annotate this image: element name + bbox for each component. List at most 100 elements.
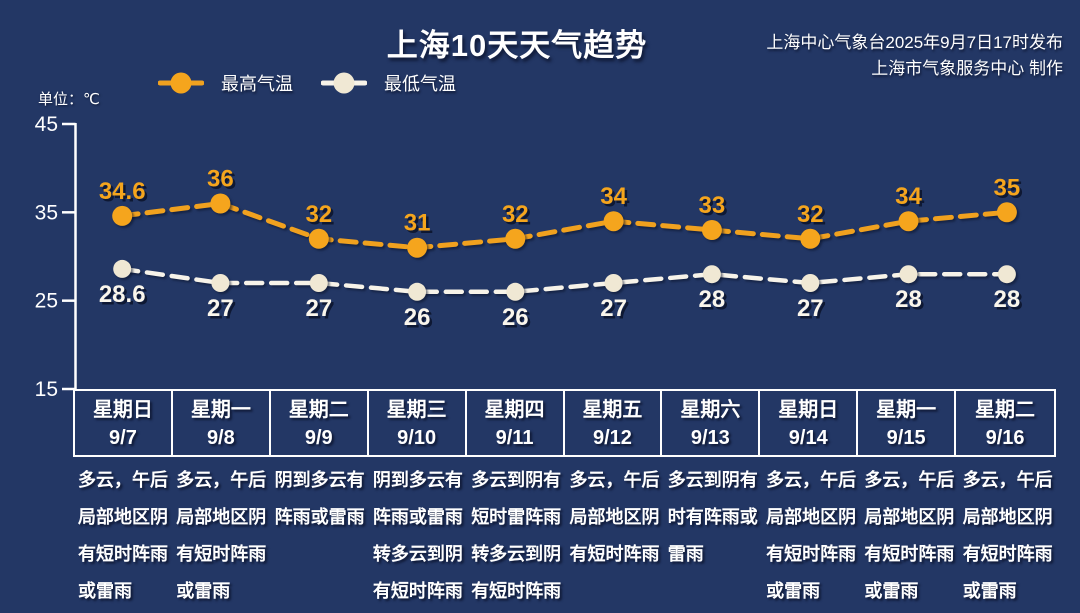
date-label: 9/15 [886,427,926,449]
min-temp-point [309,274,328,292]
date-label: 9/12 [592,427,632,449]
y-axis-tick-label: 45 [35,113,58,136]
min-temp-point [408,282,427,301]
max-temp-value-shadow: 32 [308,203,335,230]
max-temp-point [112,205,133,226]
y-axis-tick-label: 35 [35,201,58,224]
forecast-cell: 多云，午后局部地区阴有短时阵雨或雷雨 [864,470,955,601]
day-cell: 星期五 9/12 [565,391,663,455]
weekday-label: 星期二 [288,399,349,421]
max-temp-value-label: 32 [797,201,824,228]
max-temp-value-shadow: 31 [406,212,433,239]
forecast-row: 多云，午后局部地区阴有短时阵雨或雷雨 多云，午后局部地区阴有短时阵雨或雷雨 阴到多云… [73,459,1056,610]
max-temp-value-label: 35 [994,174,1021,201]
min-temp-value-label: 26 [404,304,431,331]
max-temp-point [996,202,1017,223]
min-temp-value-label: 28 [994,286,1021,313]
forecast-cell: 阴到多云有阵雨或雷雨 [274,470,365,527]
max-temp-point [898,211,919,232]
max-temp-value-label: 31 [404,210,431,237]
weekday-label: 星期日 [92,399,153,421]
day-cell: 星期一 9/8 [173,391,271,455]
max-temp-point [210,193,231,214]
min-temp-value-label: 27 [600,295,627,322]
forecast-cell: 多云，午后局部地区阴有短时阵雨或雷雨 [962,470,1053,601]
min-temp-value-shadow: 28 [898,289,925,316]
min-temp-point [506,282,525,301]
min-temp-value-shadow: 28.6 [101,283,148,310]
forecast-cell: 多云，午后局部地区阴有短时阵雨或雷雨 [766,470,857,601]
min-temp-point [702,265,721,284]
date-label: 9/8 [206,427,235,449]
forecast-cell: 多云到阴有时有阵雨或雷雨 [667,470,758,564]
max-temp-value-shadow: 35 [996,177,1023,204]
weekday-label: 星期三 [386,399,447,421]
date-label: 9/7 [109,427,137,449]
min-temp-point [211,274,230,292]
day-cell: 星期一 9/15 [858,391,957,455]
min-temp-point [604,274,623,292]
day-header-row: 星期日 9/7 星期一 9/8 星期二 9/9 星期三 9/10 星期四 9/11 星期五 9/12 星… [73,389,1056,457]
date-label: 9/9 [304,427,333,449]
min-temp-value-shadow: 27 [603,298,630,325]
max-temp-value-shadow: 34 [603,186,630,213]
max-temp-value-shadow: 34 [898,186,925,213]
min-temp-value-shadow: 26 [406,306,433,333]
publisher-info: 上海中心气象台2025年9月7日17时发布 上海市气象服务中心 制作 [766,30,1063,82]
max-temp-point [800,228,821,249]
legend-label: 最高气温 [221,74,293,94]
max-temp-point [407,237,428,258]
min-temp-value-label: 27 [797,295,824,322]
max-temp-value-label: 34.6 [99,178,146,205]
date-label: 9/14 [788,427,828,449]
max-temp-point [308,228,329,249]
min-temp-value-label: 28 [895,286,922,313]
day-cell: 星期日 9/7 [75,391,173,455]
max-temp-value-label: 32 [502,201,529,228]
min-temp-value-label: 28.6 [99,281,146,308]
min-temp-value-label: 28 [699,286,726,313]
y-axis-tick-label: 15 [35,378,58,401]
max-temp-point [701,220,722,240]
date-label: 9/16 [985,427,1025,449]
day-cell: 星期四 9/11 [467,391,565,455]
weekday-label: 星期一 [190,399,251,421]
date-label: 9/11 [495,427,534,449]
date-label: 9/13 [690,427,730,449]
min-temp-point [997,265,1016,284]
weekday-label: 星期一 [876,399,937,421]
max-temp-value-shadow: 32 [504,203,531,230]
publisher-line-1: 上海中心气象台2025年9月7日17时发布 [766,33,1063,52]
legend-marker-icon [321,72,367,94]
day-cell: 星期二 9/16 [956,391,1054,455]
legend-item-min-temp: 最低气温 [321,70,456,96]
forecast-cell: 阴到多云有阵雨或雷雨转多云到阴有短时阵雨 [372,470,463,601]
max-temp-value-shadow: 36 [210,168,237,195]
day-cell: 星期二 9/9 [271,391,369,455]
min-temp-value-shadow: 28 [701,289,728,316]
max-temp-value-label: 34 [895,183,922,210]
legend-item-max-temp: 最高气温 [158,70,293,96]
max-temp-value-shadow: 32 [799,203,826,230]
date-label: 9/10 [397,427,437,449]
weekday-label: 星期四 [484,399,545,421]
weekday-label: 星期二 [975,399,1036,421]
weekday-label: 星期六 [680,399,741,421]
y-axis-tick-label: 25 [35,290,58,313]
min-temp-value-label: 27 [207,295,234,322]
legend-label: 最低气温 [384,74,456,94]
chart-legend: 最高气温 最低气温 [158,70,456,96]
max-temp-value-label: 33 [699,192,726,219]
legend-marker-icon [158,72,204,94]
day-cell: 星期六 9/13 [662,391,761,455]
unit-label: 单位：℃ [38,91,100,108]
forecast-cell: 多云，午后局部地区阴有短时阵雨或雷雨 [176,470,267,601]
day-cell: 星期日 9/14 [760,391,859,455]
min-temp-value-shadow: 27 [799,298,826,325]
max-temp-value-shadow: 34.6 [101,180,148,207]
max-temp-value-shadow: 33 [701,195,728,222]
max-temp-value-label: 36 [207,166,234,193]
min-temp-point [113,259,132,278]
